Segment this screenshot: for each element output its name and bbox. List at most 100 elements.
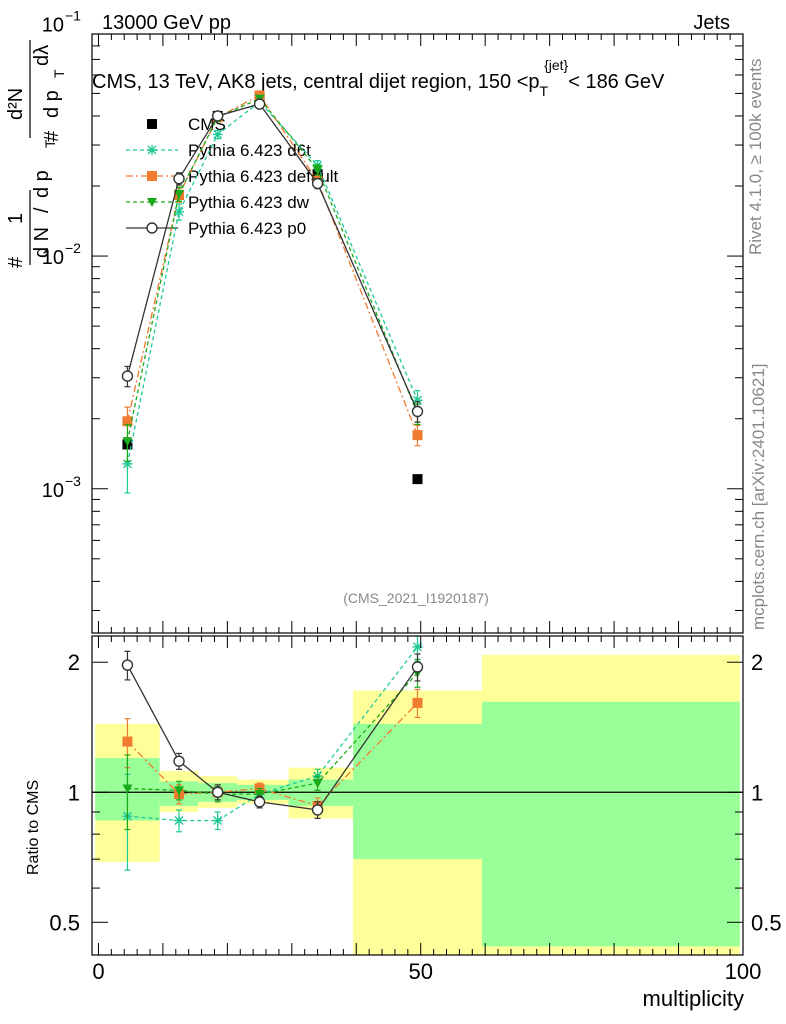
svg-text:d²N: d²N [5, 88, 27, 120]
y-tick-label-main-0: 10 [42, 480, 64, 502]
main-line-default [126, 94, 419, 436]
ratio-point-d6t-5 [412, 641, 423, 652]
y-tick-label-main-2: 10 [42, 14, 64, 36]
legend-item-default: Pythia 6.423 default [126, 167, 339, 186]
title-sub: T [540, 83, 549, 99]
y-tick-label-ratio-r-2: 2 [751, 650, 763, 675]
legend-item-p0: Pythia 6.423 p0 [126, 219, 306, 238]
y-axis-label: # 1 d N / d p T # d²N d p T dλ [5, 40, 67, 268]
ratio-bands [92, 654, 743, 955]
x-tick-label-100: 100 [725, 959, 762, 984]
main-point-p0-0 [121, 370, 134, 382]
ratio-line-p0 [126, 664, 419, 811]
svg-text:#: # [41, 130, 63, 142]
band-green-6 [481, 701, 740, 947]
legend-marker-dw [147, 198, 157, 207]
ratio-point-default-5 [412, 697, 423, 708]
y-tick-label-ratio-r-1: 1 [751, 780, 763, 805]
main-point-cms-5 [412, 474, 423, 485]
header-right: Jets [693, 12, 730, 34]
y-tick-exp-main-0: −3 [65, 473, 81, 489]
title-sup: {jet} [544, 57, 568, 73]
ratio-point-p0-5 [411, 661, 424, 673]
svg-text:#: # [5, 256, 27, 268]
main-point-d6t-2 [212, 129, 223, 140]
ratio-point-d6t-1 [174, 815, 185, 826]
legend-label-dw: Pythia 6.423 dw [188, 193, 310, 212]
title-main: CMS, 13 TeV, AK8 jets, central dijet reg… [92, 71, 540, 93]
ratio-point-dw-3 [254, 790, 265, 800]
header-left: 13000 GeV pp [102, 12, 231, 34]
main-point-p0-2 [211, 110, 224, 122]
rivet-label: Rivet 4.1.0, ≥ 100k events [746, 59, 765, 255]
ratio-point-p0-0 [121, 659, 134, 671]
ratio-series-dw [122, 658, 423, 831]
y-tick-label-ratio-r-0: 0.5 [751, 910, 782, 935]
ratio-point-dw-0 [122, 784, 133, 794]
analysis-tag: (CMS_2021_I1920187) [343, 590, 489, 606]
main-point-dw-1 [174, 189, 185, 199]
y-tick-label-ratio-l-2: 2 [68, 650, 80, 675]
x-axis-label: multiplicity [643, 986, 744, 1011]
plot-title: CMS, 13 TeV, AK8 jets, central dijet reg… [92, 57, 665, 99]
x-tick-label-0: 0 [92, 959, 104, 984]
svg-text:d N: d N [31, 227, 53, 258]
main-series [121, 90, 424, 494]
y-tick-label-ratio-l-0: 0.5 [49, 910, 80, 935]
main-point-dw-4 [312, 165, 323, 175]
main-line-dw [126, 97, 419, 442]
legend-marker-default [147, 171, 157, 181]
mcplots-label: mcplots.cern.ch [arXiv:2401.10621] [749, 364, 768, 630]
band-green-5 [353, 723, 482, 860]
ratio-frame [91, 635, 744, 956]
main-point-p0-4 [311, 177, 324, 190]
title-tail: < 186 GeV [568, 71, 665, 93]
ratio-point-dw-1 [174, 786, 185, 796]
ratio-line-dw [127, 672, 418, 795]
main-frame [91, 33, 744, 634]
ratio-point-default-0 [122, 736, 133, 747]
ratio-point-d6t-2 [212, 815, 223, 826]
svg-text:d p: d p [41, 90, 63, 118]
ratio-point-dw-4 [312, 779, 323, 789]
y-tick-label-ratio-l-1: 1 [68, 780, 80, 805]
main-point-dw-0 [122, 437, 133, 447]
ratio-point-p0-3 [253, 796, 266, 808]
svg-text:1: 1 [5, 213, 27, 224]
legend-label-p0: Pythia 6.423 p0 [188, 219, 306, 238]
y-tick-label-main-1: 10 [42, 247, 64, 269]
svg-text:T: T [51, 69, 67, 78]
main-line-d6t [126, 100, 419, 464]
main-point-p0-3 [253, 98, 266, 110]
main-point-default-5 [412, 430, 423, 441]
main-line-p0 [126, 103, 419, 412]
ratio-point-p0-1 [173, 755, 185, 767]
svg-text:dλ: dλ [31, 45, 53, 66]
svg-text:d p: d p [31, 170, 53, 198]
main-point-p0-5 [411, 405, 424, 418]
main-point-d6t-0 [122, 458, 133, 469]
ratio-point-p0-2 [211, 786, 224, 798]
ratio-line-default [126, 702, 418, 807]
svg-text:T: T [42, 139, 58, 148]
y-tick-exp-main-1: −2 [65, 240, 81, 256]
main-point-d6t-1 [174, 206, 185, 217]
legend-marker-cms [147, 119, 157, 129]
main-point-p0-1 [173, 172, 185, 185]
legend-label-default: Pythia 6.423 default [188, 167, 339, 186]
main-point-d6t-5 [412, 395, 423, 406]
main-point-default-0 [122, 416, 133, 427]
legend-marker-d6t [147, 145, 157, 155]
main-series-p0 [121, 98, 424, 423]
legend-item-dw: Pythia 6.423 dw [126, 193, 310, 212]
ratio-series [121, 635, 424, 871]
y-tick-exp-main-2: −1 [65, 7, 81, 23]
ratio-line-d6t [127, 646, 419, 822]
ratio-point-p0-4 [311, 804, 324, 816]
ratio-series-p0 [121, 650, 424, 819]
x-tick-label-50: 50 [408, 959, 432, 984]
legend-marker-p0 [146, 222, 158, 234]
